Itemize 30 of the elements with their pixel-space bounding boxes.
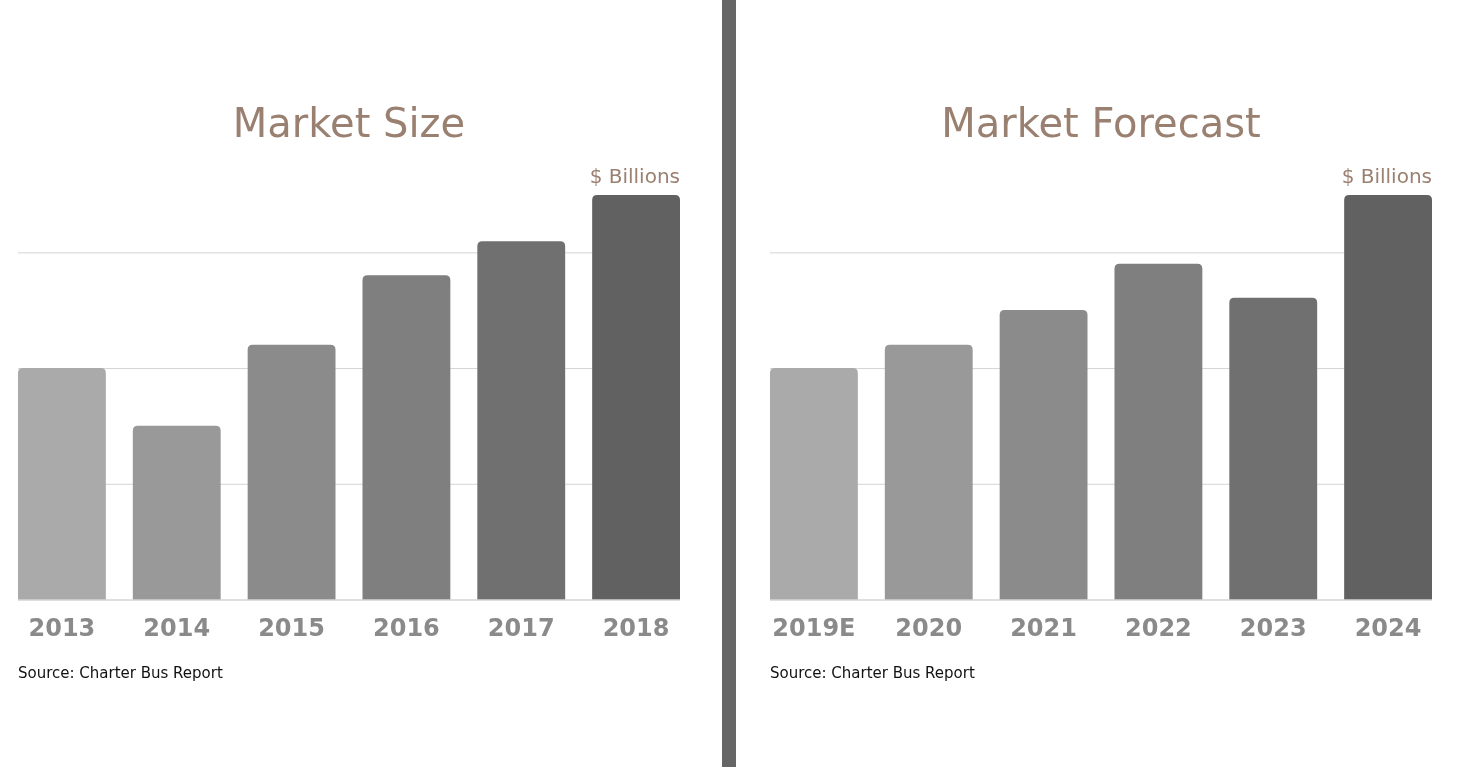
x-tick-label: 2016 — [373, 614, 440, 642]
x-tick-label: 2018 — [602, 614, 670, 642]
bar — [477, 241, 566, 600]
bar — [1114, 263, 1203, 600]
x-tick-label: 2014 — [143, 614, 211, 642]
bar — [770, 367, 858, 600]
text: $ Billions — [589, 164, 680, 188]
bar — [18, 367, 106, 600]
source-note: Source: Charter Bus Report — [18, 664, 223, 682]
bar — [1229, 297, 1318, 600]
chart-title: Market Forecast — [941, 100, 1261, 146]
x-tick-label: 2015 — [258, 614, 325, 642]
x-tick-label: 2024 — [1354, 614, 1422, 642]
x-tick-label: 2013 — [28, 614, 96, 642]
x-tick-label: 2019E — [772, 614, 856, 642]
x-tick-label: 2022 — [1125, 614, 1192, 642]
x-tick-label: 2017 — [487, 614, 555, 642]
text: $ Billions — [1341, 164, 1432, 188]
chart-title: Market Size — [232, 100, 466, 146]
bar — [592, 195, 680, 600]
source-note: Source: Charter Bus Report — [770, 664, 975, 682]
bar — [884, 344, 973, 600]
x-tick-label: 2021 — [1010, 614, 1077, 642]
x-tick-label: 2023 — [1239, 614, 1307, 642]
bar — [1344, 195, 1432, 600]
bar — [362, 275, 451, 600]
bar — [132, 425, 221, 600]
x-tick-label: 2020 — [895, 614, 963, 642]
bar — [999, 310, 1088, 600]
bar — [247, 344, 336, 600]
